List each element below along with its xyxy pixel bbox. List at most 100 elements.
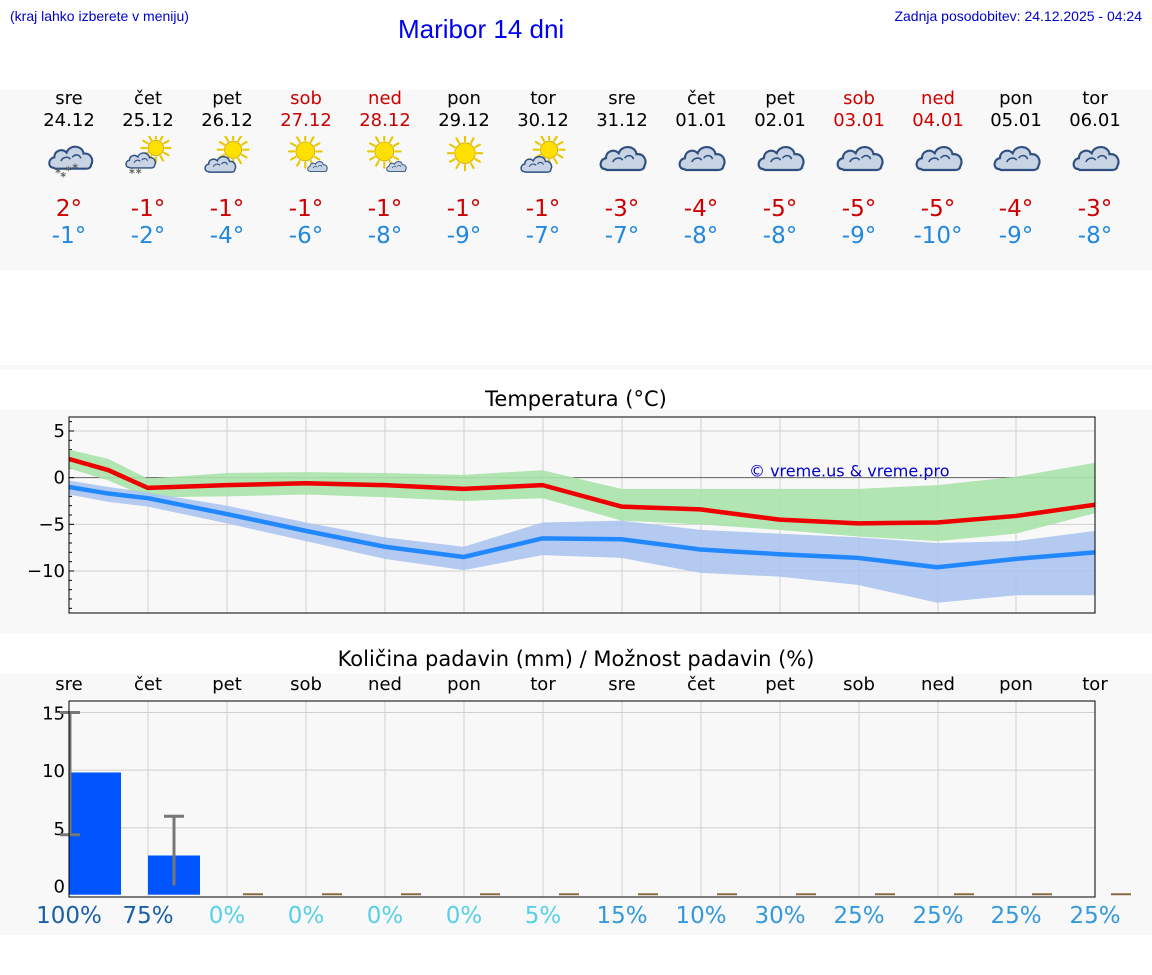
- precipitation-probability: 5%: [524, 903, 562, 929]
- day-date: 02.01: [754, 110, 806, 131]
- min-temp: -7°: [525, 223, 561, 249]
- forecast-day: sre 31.12 -3° -7°: [582, 88, 662, 268]
- min-temp: -9°: [841, 223, 877, 249]
- y-tick-label: 10: [42, 761, 65, 782]
- svg-text:*: *: [129, 167, 135, 180]
- x-tick-label: pet: [765, 674, 795, 695]
- min-temp: -9°: [998, 223, 1034, 249]
- watermark: © vreme.us & vreme.pro: [749, 462, 950, 481]
- cloudy-icon: [993, 145, 1041, 172]
- forecast-day: ned 28.12 -1° -8°: [345, 88, 425, 268]
- page-title: Maribor 14 dni: [398, 14, 565, 44]
- y-tick-label: 5: [54, 819, 65, 840]
- day-name: sre: [55, 88, 83, 109]
- day-date: 27.12: [280, 110, 332, 131]
- min-temp: -9°: [446, 223, 482, 249]
- max-temp: -1°: [525, 196, 561, 222]
- min-temp: -7°: [604, 223, 640, 249]
- forecast-day: sob 27.12 -1° -6°: [266, 88, 346, 268]
- cloudy-icon: [599, 145, 647, 172]
- day-name: pet: [212, 88, 242, 109]
- day-date: 26.12: [201, 110, 253, 131]
- x-tick-label: ned: [368, 674, 402, 695]
- x-tick-label: sre: [55, 674, 83, 695]
- x-tick-label: sre: [608, 674, 636, 695]
- forecast-days: sre 24.12 * * * * 2° -1° čet 25.12 * * -1° -2° pet 26.1…: [0, 88, 1152, 268]
- x-tick-label: čet: [686, 674, 716, 695]
- precipitation-probability: 0%: [208, 903, 246, 929]
- plot-area: [69, 701, 1095, 897]
- precipitation-probability-row: 100% 75% 0% 0% 0% 0% 5% 15% 10% 30% 25% 25% 25% 25%: [0, 903, 1152, 933]
- day-date: 28.12: [359, 110, 411, 131]
- svg-text:*: *: [55, 166, 61, 179]
- day-name: čet: [686, 88, 716, 109]
- svg-text:*: *: [65, 165, 71, 178]
- min-temp: -2°: [130, 223, 166, 249]
- day-date: 31.12: [596, 110, 648, 131]
- precipitation-probability: 25%: [1069, 903, 1121, 929]
- x-tick-label: tor: [530, 674, 556, 695]
- cloud-snow-icon: * * **: [48, 145, 94, 184]
- day-name: pet: [765, 88, 795, 109]
- cloudy-icon: [915, 145, 963, 172]
- x-tick-label: pon: [447, 674, 481, 695]
- min-temp: -8°: [762, 223, 798, 249]
- precipitation-probability: 25%: [990, 903, 1042, 929]
- forecast-day: tor 06.01 -3° -8°: [1055, 88, 1135, 268]
- day-date: 30.12: [517, 110, 569, 131]
- x-tick-label: sob: [843, 674, 875, 695]
- day-name: tor: [1082, 88, 1108, 109]
- day-date: 04.01: [912, 110, 964, 131]
- max-temp: -4°: [683, 196, 719, 222]
- day-name: čet: [133, 88, 163, 109]
- forecast-strip: [0, 90, 1152, 270]
- min-range-band: [69, 480, 1095, 603]
- forecast-day: pet 26.12 -1° -4°: [187, 88, 267, 268]
- separator: [0, 365, 1152, 370]
- x-tick-label: sob: [290, 674, 322, 695]
- forecast-day: ned 04.01 -5° -10°: [898, 88, 978, 268]
- x-tick-label: pet: [212, 674, 242, 695]
- plot-frame: [68, 700, 1096, 898]
- forecast-day: sob 03.01 -5° -9°: [819, 88, 899, 268]
- svg-text:*: *: [72, 162, 78, 175]
- last-updated: Zadnja posodobitev: 24.12.2025 - 04:24: [894, 8, 1142, 24]
- day-date: 25.12: [122, 110, 174, 131]
- forecast-day: tor 30.12 -1° -7°: [503, 88, 583, 268]
- precipitation-probability: 100%: [36, 903, 102, 929]
- min-temp: -10°: [913, 223, 963, 249]
- precipitation-probability: 15%: [596, 903, 648, 929]
- y-tick-label: −5: [38, 514, 65, 535]
- sun-cloud-icon: [520, 136, 566, 173]
- y-tick-label: −10: [27, 561, 65, 582]
- precipitation-probability: 25%: [833, 903, 885, 929]
- x-tick-label: tor: [1082, 674, 1108, 695]
- min-temp: -1°: [51, 223, 87, 249]
- max-temp: -5°: [920, 196, 956, 222]
- day-date: 01.01: [675, 110, 727, 131]
- forecast-day: čet 01.01 -4° -8°: [661, 88, 741, 268]
- day-name: tor: [530, 88, 556, 109]
- forecast-day: pon 05.01 -4° -9°: [976, 88, 1056, 268]
- max-temp: -1°: [209, 196, 245, 222]
- max-temp: -1°: [130, 196, 166, 222]
- svg-text:*: *: [136, 167, 142, 180]
- day-date: 03.01: [833, 110, 885, 131]
- day-name: sob: [290, 88, 322, 109]
- y-tick-label: 0: [54, 876, 65, 897]
- max-temp: -1°: [288, 196, 324, 222]
- location-menu-hint[interactable]: (kraj lahko izberete v meniju): [10, 8, 189, 24]
- forecast-day: pon 29.12 -1° -9°: [424, 88, 504, 268]
- precipitation-chart: 15 10 5 0: [42, 700, 1131, 898]
- min-temp: -8°: [683, 223, 719, 249]
- sun-small-cloud-icon: [287, 136, 328, 173]
- day-name: pon: [999, 88, 1033, 109]
- plot-frame: [68, 416, 1096, 614]
- temperature-chart: 5 0 −5 −10 © vreme.us & vreme.pro: [27, 416, 1096, 614]
- x-tick-label: ned: [921, 674, 955, 695]
- x-tick-label: čet: [133, 674, 163, 695]
- precipitation-probability: 75%: [122, 903, 174, 929]
- precipitation-probability: 0%: [445, 903, 483, 929]
- sun-icon: [446, 136, 484, 172]
- cloudy-icon: [678, 145, 726, 172]
